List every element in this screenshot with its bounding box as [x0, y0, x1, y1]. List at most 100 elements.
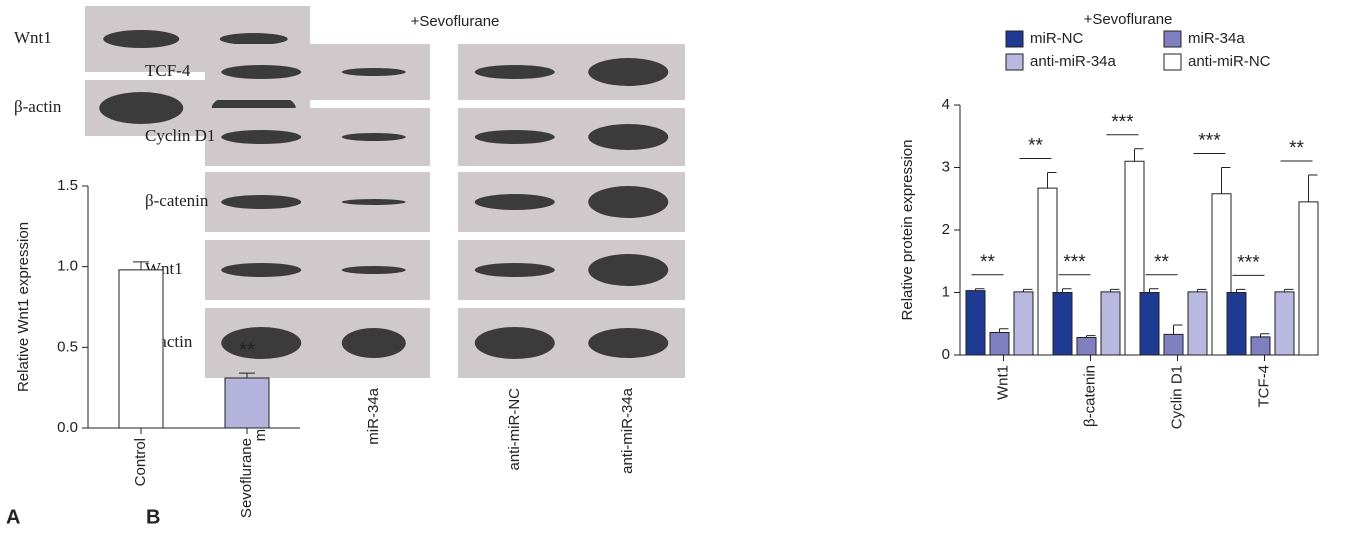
- y-tick-label: 1.5: [57, 177, 78, 194]
- blot-band: [588, 58, 669, 86]
- legend-swatch: [1163, 53, 1182, 71]
- bar: [1187, 291, 1208, 356]
- blot-band: [221, 65, 302, 79]
- bar: [1163, 333, 1184, 356]
- bar: [1124, 160, 1145, 356]
- lane-label: miR-34a: [365, 387, 382, 444]
- x-tick-label: Cyclin D1: [1168, 365, 1185, 429]
- significance-label: **: [980, 252, 995, 273]
- bar: [1274, 291, 1295, 356]
- error-bar: [1173, 324, 1183, 335]
- y-axis-label: Relative Wnt1 expression: [15, 222, 32, 392]
- bar: [1139, 292, 1160, 356]
- y-tick-label: 3: [942, 158, 950, 175]
- error-bar: [239, 372, 255, 378]
- y-tick-label: 0.5: [57, 338, 78, 355]
- error-bar: [1236, 288, 1246, 293]
- blot-band: [474, 130, 555, 144]
- significance-label: ***: [1111, 112, 1134, 133]
- blot-band: [341, 133, 406, 141]
- significance-label: ***: [1063, 252, 1086, 273]
- significance-label: ***: [1198, 131, 1221, 152]
- x-tick-label: TCF-4: [1255, 365, 1272, 408]
- bar: [118, 269, 164, 429]
- bar: [224, 377, 270, 429]
- blot-band: [341, 328, 406, 358]
- bar: [1037, 187, 1058, 356]
- error-bar: [1308, 174, 1318, 202]
- blot-band: [221, 263, 302, 277]
- blot-band: [221, 130, 302, 144]
- bar: [1013, 291, 1034, 356]
- blot-band: [221, 195, 302, 209]
- legend-swatch: [1005, 30, 1024, 48]
- error-bar: [133, 261, 149, 270]
- legend-label: anti-miR-NC: [1188, 53, 1271, 70]
- blot-band: [221, 327, 302, 359]
- blot-label: TCF-4: [145, 61, 191, 80]
- error-bar: [1047, 172, 1057, 189]
- error-bar: [1260, 333, 1270, 337]
- bar: [1250, 336, 1271, 356]
- legend-label: miR-NC: [1030, 30, 1083, 47]
- annotation: **: [239, 339, 255, 361]
- x-tick-label: Sevoflurane: [238, 438, 255, 518]
- bar: [1100, 291, 1121, 356]
- error-bar: [1134, 148, 1144, 162]
- legend-swatch: [1163, 30, 1182, 48]
- y-tick-label: 4: [942, 96, 950, 113]
- blot-band: [588, 328, 669, 358]
- blot-band: [588, 124, 669, 150]
- blot-label: Wnt1: [14, 28, 52, 47]
- blot-band: [588, 254, 669, 286]
- y-tick-label: 2: [942, 221, 950, 238]
- y-tick-label: 0: [942, 346, 950, 363]
- lane-label: anti-miR-34a: [619, 387, 636, 474]
- bar: [1226, 292, 1247, 356]
- legend-label: anti-miR-34a: [1030, 53, 1117, 70]
- panel-letter: A: [6, 506, 20, 528]
- blot-band: [341, 68, 406, 76]
- y-axis-label: Relative protein expression: [899, 140, 916, 321]
- panel-letter: B: [146, 506, 160, 528]
- blot-band: [474, 263, 555, 277]
- blot-title: +Sevoflurane: [411, 13, 500, 30]
- bar: [1052, 292, 1073, 356]
- blot-band: [219, 33, 288, 45]
- y-tick-label: 0.0: [57, 419, 78, 436]
- significance-label: **: [1028, 136, 1043, 157]
- blot-band: [474, 65, 555, 79]
- lane-label: anti-miR-NC: [506, 388, 523, 471]
- significance-label: ***: [1237, 252, 1260, 273]
- legend-label: miR-34a: [1188, 30, 1245, 47]
- bar: [1211, 193, 1232, 356]
- blot-label: β-actin: [14, 97, 62, 116]
- blot-band: [474, 194, 555, 210]
- chart-title: +Sevoflurane: [1084, 11, 1173, 28]
- y-tick-label: 1.0: [57, 258, 78, 275]
- blot-band: [341, 199, 406, 205]
- blot-band: [103, 30, 180, 48]
- x-tick-label: β-catenin: [1081, 365, 1098, 427]
- bar: [989, 332, 1010, 356]
- legend-swatch: [1005, 53, 1024, 71]
- blot-band: [341, 266, 406, 274]
- y-tick-label: 1: [942, 283, 950, 300]
- blot-band: [474, 327, 555, 359]
- significance-label: **: [1289, 138, 1304, 159]
- blot-label: β-catenin: [145, 191, 209, 210]
- error-bar: [1062, 288, 1072, 293]
- significance-label: **: [1154, 252, 1169, 273]
- blot-label: Cyclin D1: [145, 126, 215, 145]
- error-bar: [1221, 167, 1231, 194]
- error-bar: [1149, 288, 1159, 293]
- bar: [1076, 337, 1097, 356]
- x-tick-label: Wnt1: [994, 365, 1011, 400]
- bar: [1298, 201, 1319, 356]
- error-bar: [999, 328, 1009, 333]
- bar: [965, 290, 986, 356]
- blot-band: [99, 92, 184, 124]
- x-tick-label: Control: [132, 438, 149, 486]
- blot-band: [588, 186, 669, 218]
